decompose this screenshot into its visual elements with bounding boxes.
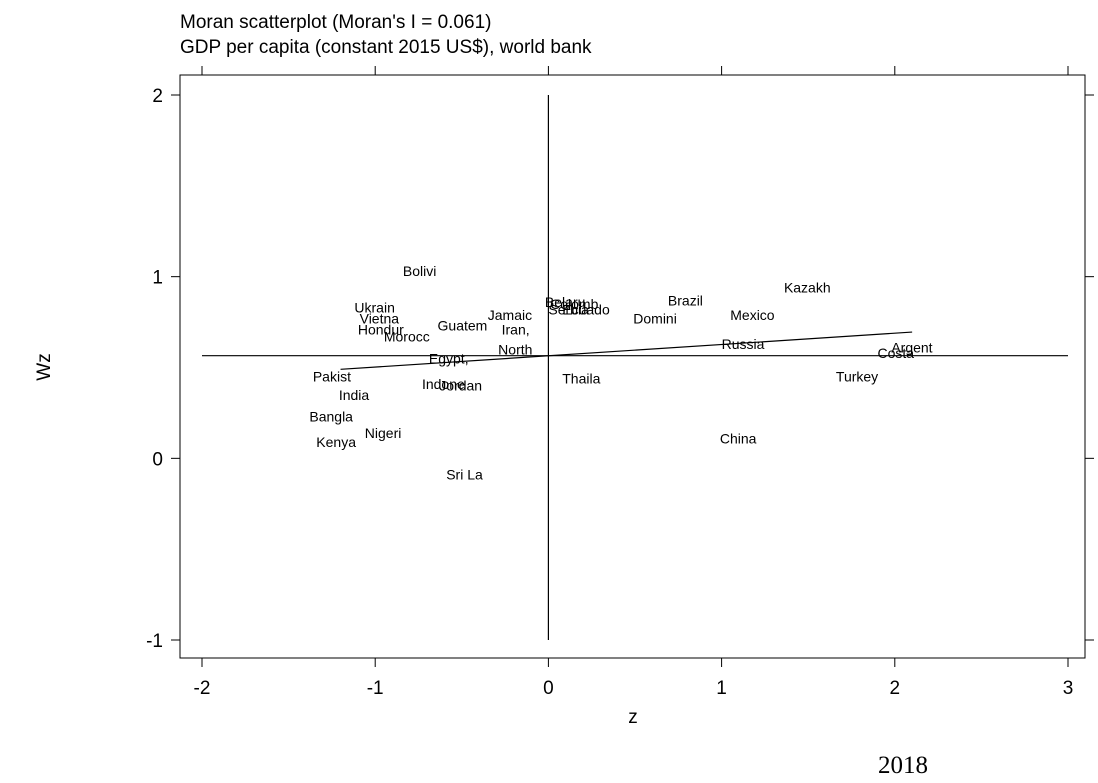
axis-tick-labels: -2 -1 0 1 2 3 -1 0 1 2: [146, 86, 1073, 699]
point-label: North: [498, 341, 532, 357]
point-label: Costa: [877, 345, 914, 361]
x-tick-label: -1: [367, 678, 384, 699]
chart-title-line-2: GDP per capita (constant 2015 US$), worl…: [180, 37, 592, 58]
x-tick-label: 0: [543, 678, 554, 699]
y-axis-label: Wz: [34, 353, 55, 380]
point-label: Jamaic: [488, 307, 532, 323]
point-label: Thaila: [562, 370, 600, 386]
x-tick-label: 3: [1063, 678, 1074, 699]
point-label: Hondur: [358, 321, 404, 337]
regression-line: [340, 331, 913, 370]
point-label: Mexico: [730, 307, 775, 323]
point-label: Ecuado: [562, 301, 610, 317]
point-label: Turkey: [836, 369, 878, 385]
y-tick-label: -1: [146, 631, 163, 652]
chart-title-line-1: Moran scatterplot (Moran's I = 0.061): [180, 12, 491, 33]
point-label: Kazakh: [784, 280, 831, 296]
x-tick-label: 2: [890, 678, 901, 699]
x-tick-label: 1: [716, 678, 727, 699]
x-tick-label: -2: [194, 678, 211, 699]
point-label: Russia: [722, 336, 765, 352]
point-label: Iran,: [502, 321, 530, 337]
point-label: Morocc: [384, 329, 430, 345]
point-label: Egypt,: [429, 350, 469, 366]
point-label: Bangla: [309, 409, 353, 425]
point-label: China: [720, 430, 757, 446]
point-label: Pakist: [313, 369, 351, 385]
point-label: Indone: [422, 376, 465, 392]
point-label: India: [339, 387, 370, 403]
x-axis-label: z: [628, 707, 638, 728]
point-label: Serbia: [548, 301, 589, 317]
point-label: Belaru: [545, 294, 585, 310]
point-label: Argent: [891, 340, 932, 356]
point-label: Brazil: [668, 292, 703, 308]
point-label: Kenya: [316, 434, 356, 450]
point-label: Colomb: [550, 296, 598, 312]
point-label: Nigeri: [365, 425, 402, 441]
point-label: Guatem: [438, 318, 488, 334]
y-tick-label: 1: [152, 268, 163, 289]
point-label: Sri La: [446, 467, 483, 483]
point-label: Bolivi: [403, 263, 436, 279]
y-tick-label: 2: [152, 86, 163, 107]
point-label: Jordan: [439, 378, 482, 394]
point-label: Ukrain: [354, 300, 394, 316]
point-label: Vietna: [360, 310, 400, 326]
axis-ticks: [171, 66, 1094, 667]
plot-frame: [179, 74, 1086, 659]
year-label: 2018: [878, 752, 928, 779]
y-tick-label: 0: [152, 449, 163, 470]
point-label: Domini: [633, 310, 677, 326]
